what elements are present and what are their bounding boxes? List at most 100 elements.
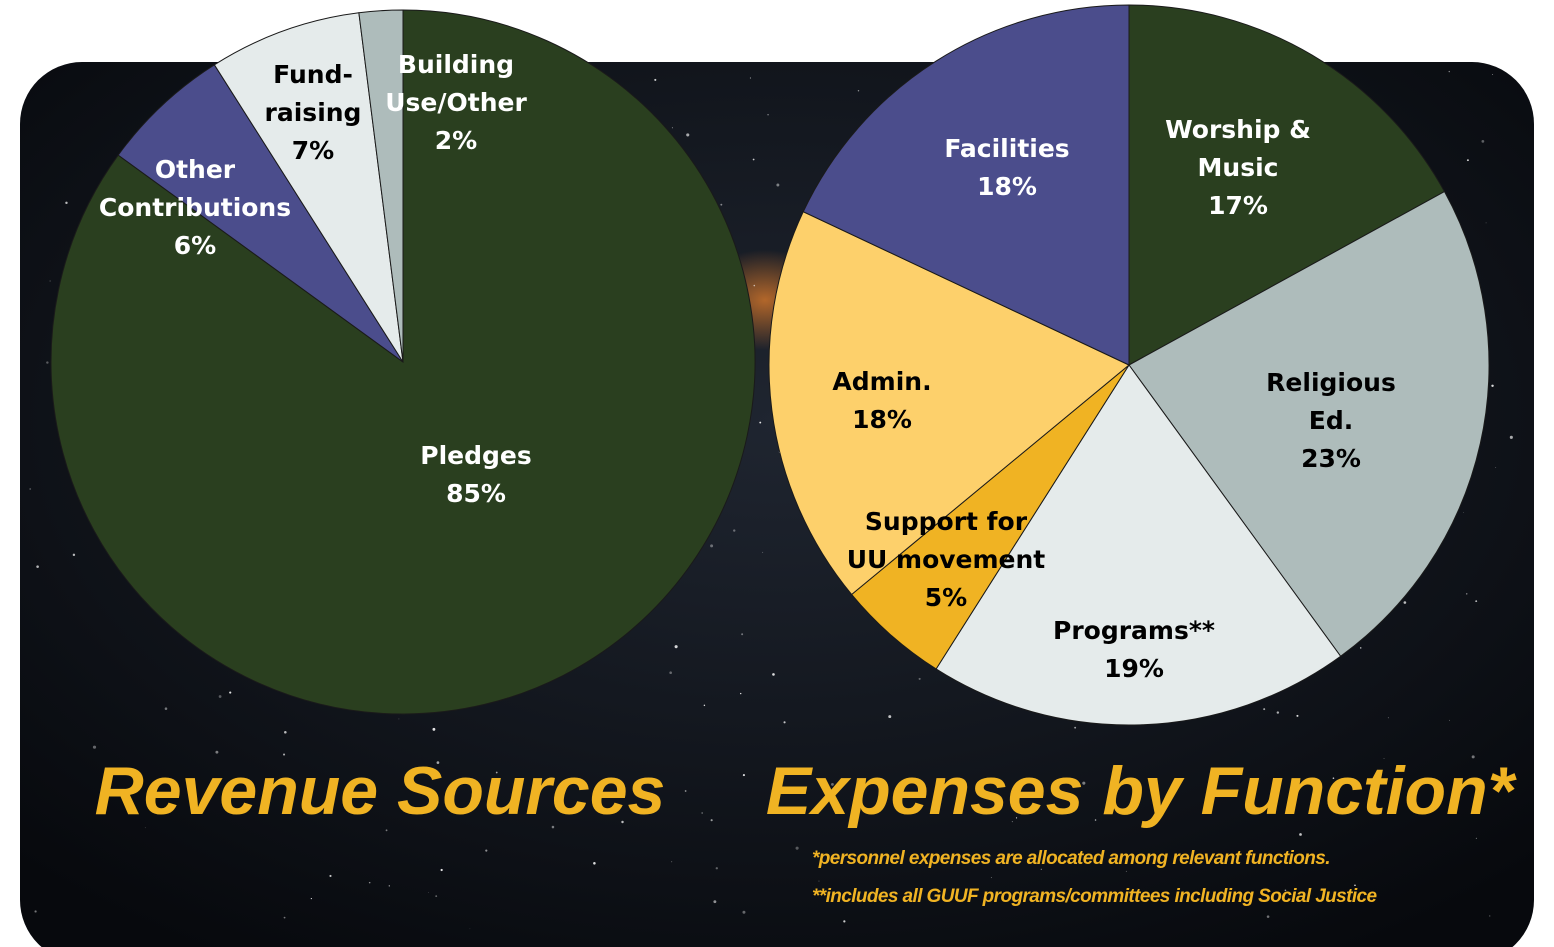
star xyxy=(1492,74,1493,75)
star xyxy=(1074,727,1076,729)
star xyxy=(772,673,775,676)
star xyxy=(165,707,168,710)
star xyxy=(1486,222,1487,223)
star xyxy=(1296,715,1298,717)
star xyxy=(435,895,437,897)
star xyxy=(710,544,713,547)
star xyxy=(669,671,672,674)
value-label: 18% xyxy=(832,401,931,439)
star xyxy=(1476,838,1477,839)
star xyxy=(753,159,755,161)
star xyxy=(991,877,992,878)
category-label: Pledges xyxy=(420,437,531,475)
star xyxy=(888,715,891,718)
star xyxy=(46,361,48,363)
star xyxy=(711,819,713,821)
star xyxy=(219,695,222,698)
star xyxy=(1449,720,1450,721)
star xyxy=(485,850,487,852)
star xyxy=(720,204,722,206)
value-label: 85% xyxy=(420,475,531,513)
star xyxy=(441,869,443,871)
value-label: 17% xyxy=(1165,187,1311,225)
value-label: 18% xyxy=(944,168,1069,206)
star xyxy=(716,867,718,869)
star xyxy=(701,812,703,814)
star xyxy=(1491,385,1493,387)
star xyxy=(1481,140,1484,143)
star xyxy=(1126,871,1127,872)
category-label: Programs** xyxy=(1053,612,1215,650)
star xyxy=(753,285,755,287)
star xyxy=(762,552,763,553)
star xyxy=(858,90,859,91)
star xyxy=(685,790,687,792)
star xyxy=(93,746,96,749)
star xyxy=(369,882,371,884)
category-label: Admin. xyxy=(832,363,931,401)
page: Revenue Sources Expenses by Function* *p… xyxy=(0,0,1554,947)
value-label: 5% xyxy=(847,579,1046,617)
star xyxy=(919,678,921,680)
star xyxy=(1388,717,1389,718)
star xyxy=(1449,71,1450,72)
star xyxy=(593,862,596,865)
category-label: Fund- raising xyxy=(265,56,362,132)
category-label: Religious Ed. xyxy=(1266,364,1396,440)
star xyxy=(741,633,743,635)
category-label: Worship & Music xyxy=(1165,111,1311,187)
star xyxy=(686,133,689,136)
star xyxy=(819,881,820,882)
star xyxy=(654,79,656,81)
star xyxy=(733,529,735,531)
value-label: 23% xyxy=(1266,440,1396,478)
star xyxy=(29,488,31,490)
star xyxy=(1495,467,1496,468)
footnote: **includes all GUUF programs/committees … xyxy=(812,886,1376,908)
star xyxy=(398,718,399,719)
star xyxy=(1463,512,1464,513)
star xyxy=(671,861,672,862)
star xyxy=(740,693,741,694)
star xyxy=(713,900,716,903)
star xyxy=(36,565,39,568)
star xyxy=(750,78,751,79)
value-label: 19% xyxy=(1053,650,1215,688)
category-label: Other Contributions xyxy=(99,151,291,227)
star xyxy=(389,885,390,886)
category-label: Facilities xyxy=(944,130,1069,168)
star xyxy=(1475,600,1477,602)
value-label: 2% xyxy=(385,122,527,160)
slice-label: Building Use/Other2% xyxy=(385,46,527,160)
star xyxy=(470,928,471,929)
footnote: *personnel expenses are allocated among … xyxy=(812,848,1330,870)
star xyxy=(672,127,673,128)
star xyxy=(329,875,331,877)
star xyxy=(675,645,678,648)
star xyxy=(1299,833,1302,836)
category-label: Building Use/Other xyxy=(385,46,527,122)
star xyxy=(1510,436,1513,439)
star xyxy=(783,721,785,723)
star xyxy=(796,847,799,850)
star xyxy=(1467,159,1469,161)
slice-label: Admin.18% xyxy=(832,363,931,439)
star xyxy=(1267,915,1270,918)
value-label: 7% xyxy=(265,132,362,170)
slice-label: Other Contributions6% xyxy=(99,151,291,265)
star xyxy=(776,184,779,187)
star xyxy=(759,422,761,424)
star xyxy=(742,911,745,914)
chart-title: Revenue Sources xyxy=(95,752,666,830)
star xyxy=(34,910,36,912)
slice-label: Religious Ed.23% xyxy=(1266,364,1396,478)
star xyxy=(229,692,231,694)
star xyxy=(311,898,312,899)
star xyxy=(843,920,845,922)
star xyxy=(767,114,768,115)
star xyxy=(1263,708,1265,710)
